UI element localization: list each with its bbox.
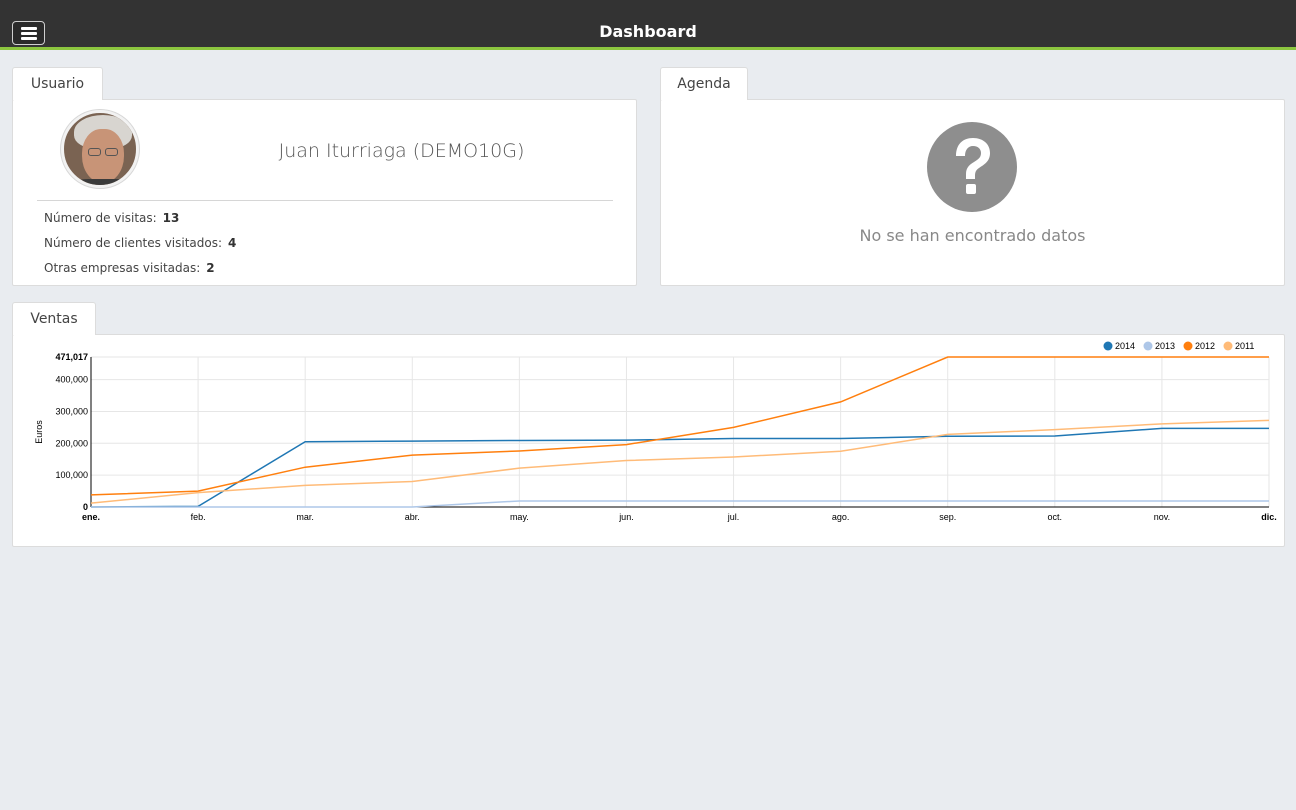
x-tick-label: dic. (1261, 512, 1277, 522)
no-data-message: No se han encontrado datos (859, 226, 1086, 245)
y-tick-label: 471,017 (55, 352, 88, 362)
x-tick-label: mar. (296, 512, 314, 522)
avatar (61, 110, 139, 188)
avatar-shirt (68, 179, 136, 185)
stat-value: 13 (162, 211, 180, 225)
stat-value: 4 (228, 236, 237, 250)
stat-value: 2 (206, 261, 215, 275)
series-line-2011 (90, 419, 1270, 504)
stat-label: Número de visitas: (44, 211, 157, 225)
y-tick-label: 100,000 (55, 470, 88, 480)
x-tick-label: jun. (618, 512, 634, 522)
y-tick-label: 300,000 (55, 406, 88, 416)
stat-label: Número de clientes visitados: (44, 236, 223, 250)
question-mark-icon (927, 122, 1017, 212)
legend-marker-2012 (1183, 341, 1193, 351)
legend-marker-2011 (1223, 341, 1233, 351)
divider (37, 200, 613, 201)
x-tick-label: oct. (1048, 512, 1063, 522)
y-tick-label: 200,000 (55, 438, 88, 448)
page-title: Dashboard (599, 22, 697, 41)
y-tick-label: 400,000 (55, 375, 88, 385)
tab-ventas[interactable]: Ventas (12, 302, 96, 335)
hamburger-menu-icon[interactable] (12, 21, 45, 45)
stat-empresas: Otras empresas visitadas: 2 (44, 261, 215, 275)
x-tick-label: jul. (727, 512, 740, 522)
legend-label: 2011 (1235, 341, 1254, 351)
sales-line-chart: 0 100,000 200,000 300,000 400,000 471,017 ene.… (34, 341, 1277, 522)
series-line-2012 (90, 356, 1269, 496)
tab-usuario[interactable]: Usuario (12, 67, 103, 100)
legend-marker-2013 (1143, 341, 1153, 351)
avatar-glasses (88, 148, 101, 156)
avatar-face (82, 129, 124, 183)
menu-line (21, 37, 37, 40)
x-tick-label: ene. (82, 512, 100, 522)
stat-clientes: Número de clientes visitados: 4 (44, 236, 236, 250)
legend-label: 2014 (1115, 341, 1135, 351)
menu-line (21, 32, 37, 35)
legend-label: 2012 (1195, 341, 1215, 351)
avatar-glasses (105, 148, 118, 156)
user-name: Juan Iturriaga (DEMO10G) (278, 140, 525, 162)
top-bar: Dashboard (0, 0, 1296, 50)
legend-marker-2014 (1103, 341, 1113, 351)
y-axis-label: Euros (34, 420, 44, 444)
menu-line (21, 27, 37, 30)
series-line-2014 (90, 427, 1269, 508)
legend-label: 2013 (1155, 341, 1175, 351)
x-tick-label: feb. (191, 512, 206, 522)
x-tick-label: may. (510, 512, 529, 522)
stat-label: Otras empresas visitadas: (44, 261, 201, 275)
ventas-panel: 0 100,000 200,000 300,000 400,000 471,017 ene.… (12, 334, 1285, 547)
series-line-2013 (91, 500, 1269, 508)
y-tick-label: 0 (83, 502, 88, 512)
agenda-panel: No se han encontrado datos (660, 99, 1285, 286)
x-tick-label: sep. (939, 512, 956, 522)
usuario-panel: Juan Iturriaga (DEMO10G) Número de visit… (12, 99, 637, 286)
x-tick-label: ago. (832, 512, 850, 522)
stat-visitas: Número de visitas: 13 (44, 211, 179, 225)
tab-agenda[interactable]: Agenda (660, 67, 748, 100)
x-tick-label: nov. (1154, 512, 1170, 522)
x-tick-label: abr. (405, 512, 420, 522)
